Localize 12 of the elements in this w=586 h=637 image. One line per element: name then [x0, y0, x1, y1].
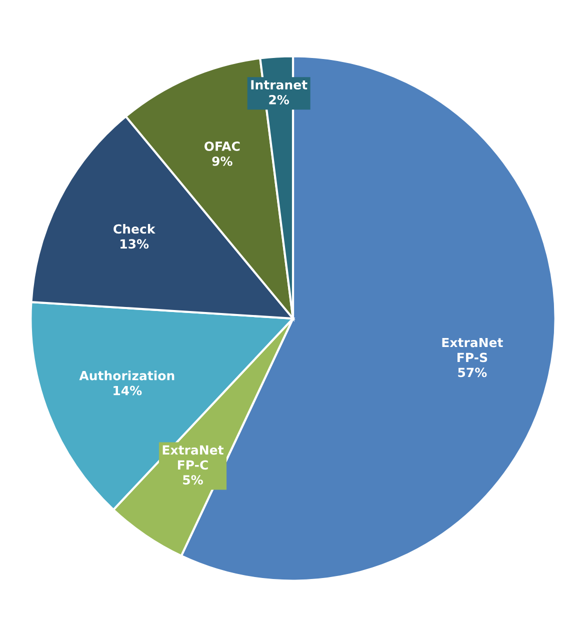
slice-label: Authorization [79, 370, 174, 380]
data-label: 14% [114, 386, 142, 396]
data-label: 9% [212, 156, 232, 166]
slice-label: ExtraNet FP-S [442, 338, 503, 362]
slice-label: Check [114, 224, 156, 234]
data-label: 13% [120, 239, 149, 249]
data-label: 2% [269, 95, 290, 104]
data-label: 5% [183, 475, 203, 485]
slice-label: Intranet [251, 80, 308, 90]
slice-label: OFAC [204, 142, 240, 151]
slice-label: ExtraNet FP-C [162, 445, 224, 470]
data-label: 57% [458, 368, 487, 378]
